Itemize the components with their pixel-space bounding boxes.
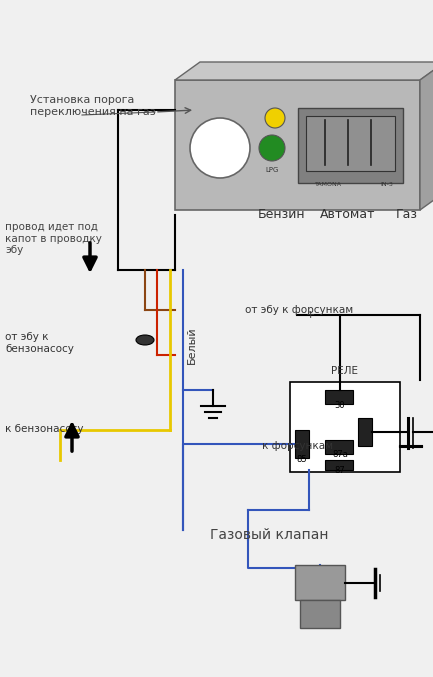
Polygon shape (175, 62, 433, 80)
Ellipse shape (136, 335, 154, 345)
Text: от эбу к форсункам: от эбу к форсункам (245, 305, 353, 315)
Text: Автомат: Автомат (320, 208, 376, 221)
Text: РЕЛЕ: РЕЛЕ (332, 366, 359, 376)
Text: +: + (305, 310, 315, 320)
Bar (295, 430, 309, 458)
Circle shape (265, 108, 285, 128)
Text: 87a: 87a (332, 450, 348, 459)
Bar (175, 80, 420, 210)
Text: Газ: Газ (396, 208, 418, 221)
Bar (306, 116, 395, 171)
Text: от эбу к
бензонасосу: от эбу к бензонасосу (5, 332, 74, 353)
Text: к бензонасосу: к бензонасосу (5, 424, 84, 434)
Bar (298, 108, 403, 183)
Text: Бензин: Бензин (258, 208, 306, 221)
Text: LPG: LPG (265, 167, 279, 173)
Bar (325, 390, 353, 404)
Circle shape (190, 118, 250, 178)
Text: 87: 87 (335, 466, 346, 475)
Text: Белый: Белый (187, 326, 197, 364)
Bar (325, 440, 353, 454)
Text: провод идет под
капот в проводку
эбу: провод идет под капот в проводку эбу (5, 222, 102, 255)
Bar (295, 565, 345, 600)
Text: Установка порога
переключения на газ: Установка порога переключения на газ (30, 95, 156, 116)
Bar (300, 600, 340, 628)
Polygon shape (420, 62, 433, 210)
Bar (325, 460, 353, 470)
Text: Газовый клапан: Газовый клапан (210, 528, 329, 542)
Bar (290, 382, 400, 472)
Bar (358, 418, 372, 446)
Circle shape (259, 135, 285, 161)
Text: 85: 85 (297, 455, 307, 464)
Text: 30: 30 (335, 401, 345, 410)
Text: к форсункам: к форсункам (262, 441, 333, 451)
Text: IN-3: IN-3 (381, 182, 394, 187)
Text: TAMONA: TAMONA (314, 182, 342, 187)
